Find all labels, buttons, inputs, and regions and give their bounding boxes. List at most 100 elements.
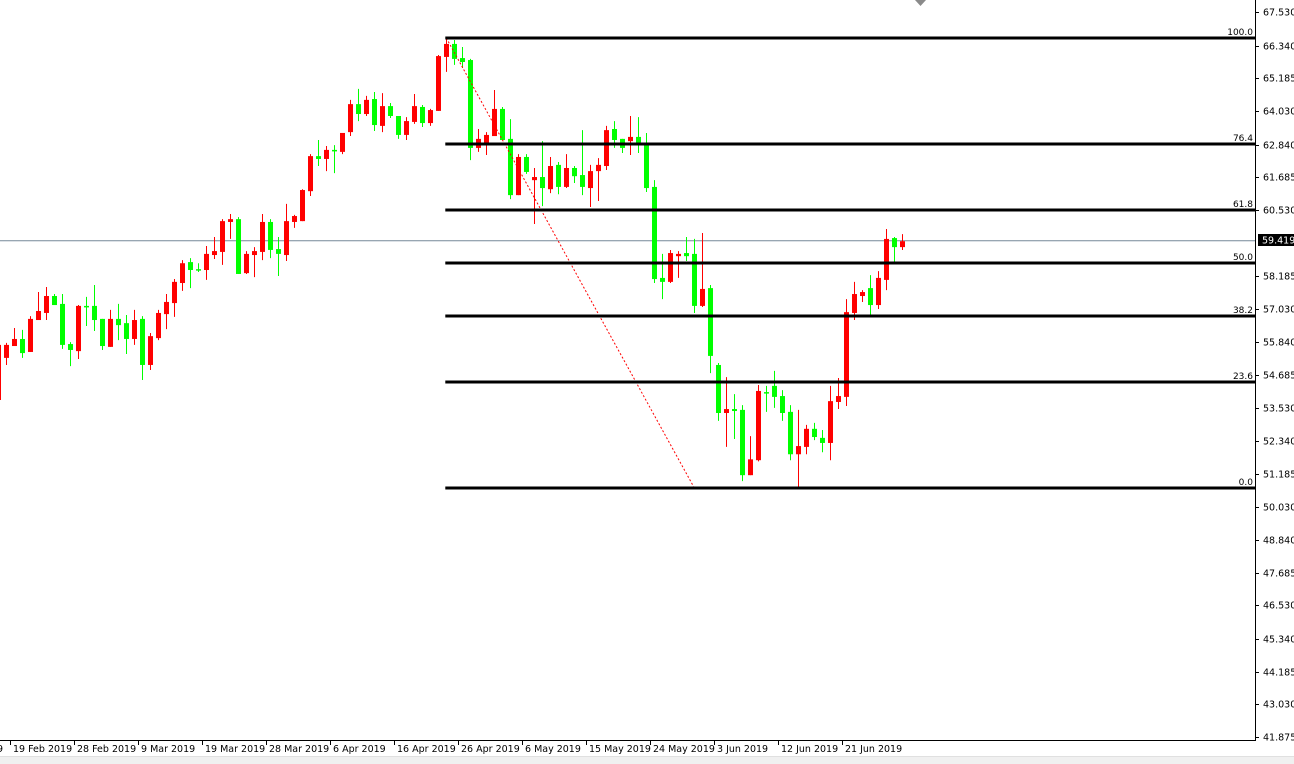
candle-body	[460, 58, 465, 63]
candle	[620, 138, 625, 154]
candle	[604, 125, 609, 170]
candle	[876, 271, 881, 310]
candle-body	[428, 110, 433, 124]
y-tick-label: 66.340	[1263, 42, 1294, 53]
candle-body	[588, 171, 593, 189]
candle	[276, 236, 281, 276]
x-tick-label: 24 May 2019	[653, 744, 715, 755]
candle	[420, 104, 425, 128]
y-tick-label: 55.840	[1263, 338, 1294, 349]
candle-body	[532, 177, 537, 181]
candle-body	[228, 219, 233, 222]
candle-body	[60, 303, 65, 345]
x-tick-label: 6 May 2019	[525, 744, 581, 755]
candle-body	[684, 253, 689, 257]
price-axis[interactable]: 67.530 66.340 65.185 64.030 62.840 61.685 60.5…	[1255, 8, 1294, 744]
candle	[324, 145, 329, 172]
fibonacci-level-label: 23.6	[1233, 372, 1253, 382]
candle	[364, 95, 369, 116]
candle-body	[596, 164, 601, 172]
candle-body	[412, 106, 417, 122]
candle	[20, 329, 25, 358]
time-axis[interactable]: 9 19 Feb 2019 28 Feb 2019 9 Mar 2019 19 Mar…	[0, 741, 902, 755]
candle-body	[188, 262, 193, 271]
candle-body	[196, 269, 201, 271]
candle-body	[756, 390, 761, 461]
x-tick-label: 3 Jun 2019	[717, 744, 768, 755]
candle	[492, 89, 497, 137]
y-tick-label: 44.185	[1263, 668, 1294, 679]
candle-body	[708, 288, 713, 356]
candle-body	[436, 56, 441, 111]
candle	[268, 219, 273, 259]
candle	[892, 236, 897, 263]
candle	[532, 167, 537, 224]
candle	[524, 154, 529, 174]
candle-body	[372, 99, 377, 126]
candle-body	[420, 106, 425, 124]
candle-body	[836, 396, 841, 402]
candle	[548, 156, 553, 194]
candle-body	[900, 241, 905, 248]
candle-body	[36, 310, 41, 321]
y-tick-label: 41.875	[1263, 733, 1294, 744]
x-tick-label: 19 Feb 2019	[13, 744, 72, 755]
candle-body	[148, 336, 153, 365]
candle-body	[356, 104, 361, 115]
x-tick-label: 19 Mar 2019	[205, 744, 265, 755]
candle	[212, 236, 217, 259]
candle	[28, 316, 33, 352]
candle-body	[100, 318, 105, 347]
fibonacci-level-label: 38.2	[1233, 306, 1253, 316]
candle-body	[324, 149, 329, 159]
candle-body	[892, 238, 897, 248]
candle-body	[52, 296, 57, 306]
x-tick-label: 21 Jun 2019	[845, 744, 902, 755]
candle	[444, 37, 449, 72]
candle	[732, 394, 737, 440]
candle	[132, 309, 137, 345]
y-tick-label: 65.185	[1263, 74, 1294, 85]
candle	[516, 154, 521, 196]
candle	[348, 99, 353, 137]
candle	[404, 117, 409, 141]
fibonacci-retracement[interactable]: 100.0 76.4 61.8 50.0 38.2 23.6 0.0	[445, 28, 1255, 490]
candle-body	[508, 138, 513, 196]
candle	[92, 284, 97, 332]
candle	[44, 286, 49, 321]
candle-body	[780, 396, 785, 414]
candle	[756, 385, 761, 462]
candle-body	[116, 318, 121, 326]
candle	[500, 106, 505, 141]
candle	[828, 385, 833, 461]
y-tick-label: 54.685	[1263, 371, 1294, 382]
candle-body	[308, 156, 313, 192]
candle-body	[556, 164, 561, 187]
candle-body	[276, 249, 281, 254]
candle-body	[844, 312, 849, 397]
candle	[508, 119, 513, 200]
candle-body	[492, 108, 497, 137]
candle	[588, 164, 593, 207]
candle-body	[500, 108, 505, 141]
candle-body	[28, 318, 33, 352]
y-tick-label: 50.030	[1263, 503, 1294, 514]
candle-body	[4, 344, 9, 358]
candle	[380, 93, 385, 133]
candle-body	[516, 156, 521, 196]
candle-body	[804, 428, 809, 447]
candle	[148, 333, 153, 371]
y-tick-label: 60.530	[1263, 206, 1294, 217]
candle	[724, 377, 729, 447]
candle	[788, 405, 793, 461]
candle	[76, 305, 81, 360]
y-tick-label: 57.030	[1263, 305, 1294, 316]
candle-body	[20, 338, 25, 354]
candle	[108, 309, 113, 347]
y-tick-label: 51.185	[1263, 470, 1294, 481]
candle	[100, 318, 105, 350]
chart-shift-marker-icon[interactable]	[915, 0, 926, 6]
candle	[740, 405, 745, 482]
candle-body	[12, 338, 17, 347]
